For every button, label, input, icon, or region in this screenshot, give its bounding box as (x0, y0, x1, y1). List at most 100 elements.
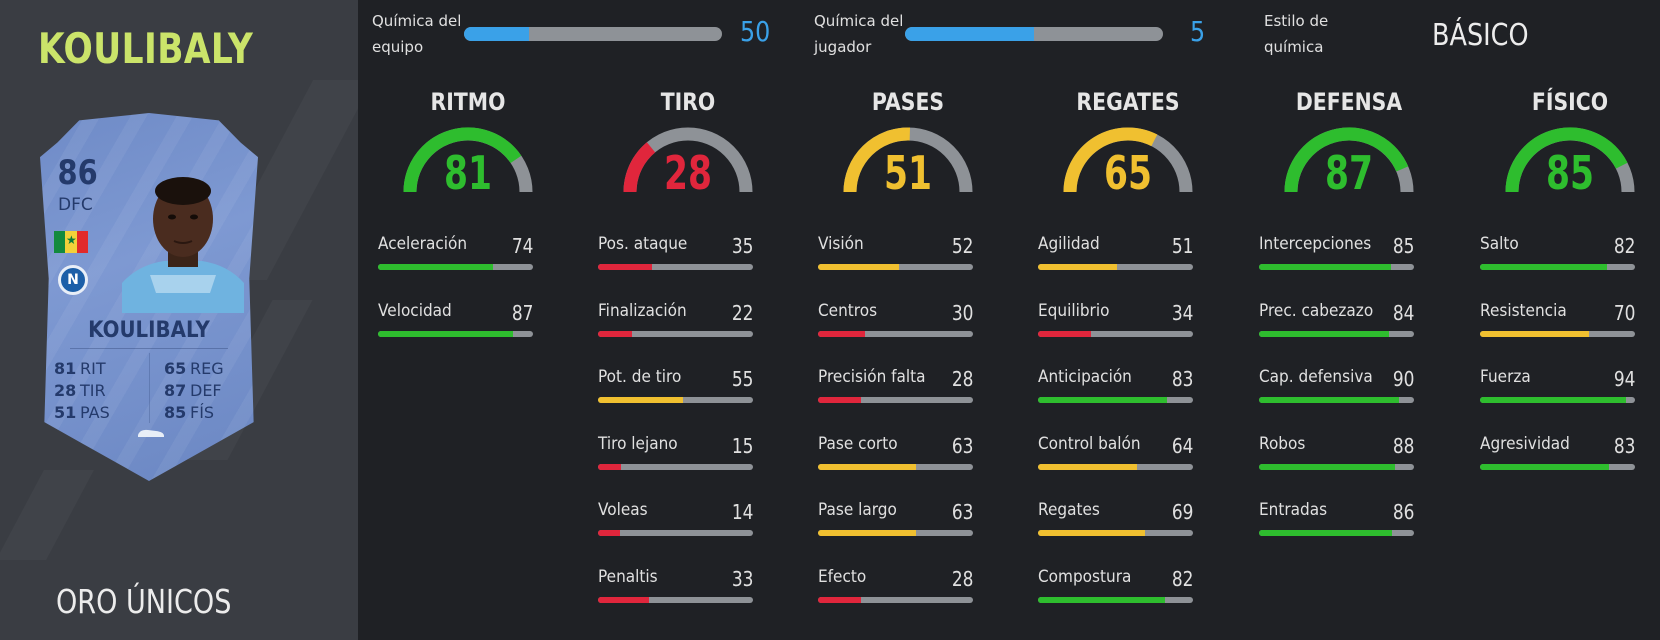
attribute-name: Pase corto (818, 433, 898, 454)
attribute-row: Voleas 14 (598, 500, 753, 550)
attribute-value: 22 (731, 300, 753, 325)
attribute-bar-fill (1480, 463, 1609, 470)
napoli-badge-icon: N (58, 265, 88, 295)
card-stat-value: 51 (54, 403, 77, 422)
attribute-row: Entradas 86 (1259, 500, 1414, 550)
attribute-bar-fill (378, 330, 513, 337)
stat-column-value: 81 (443, 146, 492, 200)
card-stat-value: 65 (164, 359, 187, 378)
gauge-fill (1505, 127, 1628, 193)
attribute-bar-fill (1038, 596, 1166, 603)
player-chemistry-label-line1: Química del (814, 12, 904, 30)
attribute-name: Velocidad (378, 300, 452, 321)
attribute-value: 35 (731, 234, 753, 258)
attribute-name: Agilidad (1038, 234, 1100, 254)
card-stat: 85 FÍS (164, 403, 214, 422)
chemistry-style-value[interactable]: BÁSICO (1432, 18, 1529, 53)
attribute-bar (1259, 463, 1414, 470)
attribute-name: Precisión falta (818, 367, 926, 387)
card-divider (149, 353, 150, 423)
attribute-bar (818, 397, 973, 403)
attribute-row: Aceleración 74 (378, 234, 533, 284)
card-stat: 51 PAS (54, 403, 110, 422)
attribute-value: 94 (1613, 367, 1635, 391)
attribute-name: Visión (818, 234, 864, 254)
attribute-name: Salto (1480, 234, 1519, 254)
attribute-row: Penaltis 33 (598, 567, 753, 617)
team-chemistry-value: 50 (740, 15, 771, 48)
flag-star-icon: ★ (66, 233, 77, 247)
attribute-value: 63 (951, 500, 973, 524)
attribute-value: 34 (1171, 300, 1193, 325)
attribute-name: Regates (1038, 500, 1100, 520)
attribute-name: Compostura (1038, 566, 1132, 587)
attribute-bar-fill (818, 596, 862, 603)
card-player-name: KOULIBALY (88, 318, 210, 343)
attribute-bar (598, 530, 753, 536)
attribute-row: Efecto 28 (818, 567, 973, 617)
attribute-bar-fill (598, 397, 684, 403)
attribute-value: 15 (731, 433, 753, 458)
attribute-value: 87 (511, 300, 533, 325)
card-stat: 28 TIR (54, 381, 106, 400)
attribute-row: Resistencia 70 (1480, 301, 1635, 351)
attribute-bar-fill (818, 397, 862, 403)
gauge-fill (403, 127, 522, 193)
attribute-name: Centros (818, 300, 878, 321)
attribute-bar-fill (1259, 264, 1391, 270)
attribute-name: Efecto (818, 566, 867, 587)
stat-gauge (623, 127, 753, 193)
attribute-name: Prec. cabezazo (1259, 300, 1374, 321)
attribute-bar (1038, 330, 1193, 337)
card-stat: 87 DEF (164, 381, 222, 400)
stat-column-title: RITMO (430, 88, 506, 116)
card-type-label: ORO ÚNICOS (56, 582, 232, 621)
player-chemistry-fill (905, 27, 1034, 41)
stat-gauge (403, 127, 533, 193)
stat-gauge (1284, 127, 1414, 193)
team-chemistry-label-line2: equipo (372, 38, 424, 56)
attribute-bar-fill (1480, 330, 1589, 337)
attribute-bar-fill (1038, 330, 1091, 337)
attribute-value: 28 (951, 566, 973, 591)
card-stat: 81 RIT (54, 359, 106, 378)
team-chemistry-fill (464, 27, 529, 41)
attribute-row: Velocidad 87 (378, 301, 533, 351)
attribute-bar (1038, 264, 1193, 270)
team-chemistry-label: Química del equipo (372, 8, 461, 60)
attribute-bar (818, 596, 973, 603)
attribute-bar (378, 330, 533, 337)
attribute-name: Pos. ataque (598, 234, 688, 254)
attribute-bar (1259, 530, 1414, 536)
stat-gauge (843, 127, 973, 193)
attribute-value: 83 (1613, 433, 1635, 458)
attribute-bar-fill (818, 330, 865, 337)
card-stat-label: REG (190, 359, 224, 378)
attribute-bar (1038, 596, 1193, 603)
attribute-row: Visión 52 (818, 234, 973, 284)
attribute-bar-fill (598, 463, 622, 470)
player-card[interactable]: 86 DFC ★ N KOULIBALY 81 RIT 28 TIR 51 PAS 65 RE… (40, 113, 258, 481)
attribute-bar (818, 463, 973, 470)
attribute-bar-fill (1259, 463, 1396, 470)
gauge-fill (1063, 127, 1158, 193)
attribute-bar-fill (1480, 264, 1608, 270)
stat-column-value: 85 (1545, 146, 1594, 200)
attribute-name: Robos (1259, 433, 1306, 454)
attribute-bar (1038, 397, 1193, 403)
attribute-bar (1480, 264, 1635, 270)
attribute-row: Equilibrio 34 (1038, 301, 1193, 351)
stat-gauge (1063, 127, 1193, 193)
boot-icon (138, 429, 164, 437)
card-stat-value: 81 (54, 359, 77, 378)
attribute-value: 84 (1392, 300, 1414, 325)
card-stat-label: FÍS (190, 403, 215, 422)
card-stat-label: TIR (80, 381, 106, 400)
attribute-row: Robos 88 (1259, 434, 1414, 484)
attribute-value: 88 (1392, 433, 1414, 458)
gauge-fill (623, 142, 656, 193)
attribute-value: 14 (731, 500, 753, 524)
card-stat-label: DEF (190, 381, 222, 400)
attribute-row: Pos. ataque 35 (598, 234, 753, 284)
attribute-row: Intercepciones 85 (1259, 234, 1414, 284)
